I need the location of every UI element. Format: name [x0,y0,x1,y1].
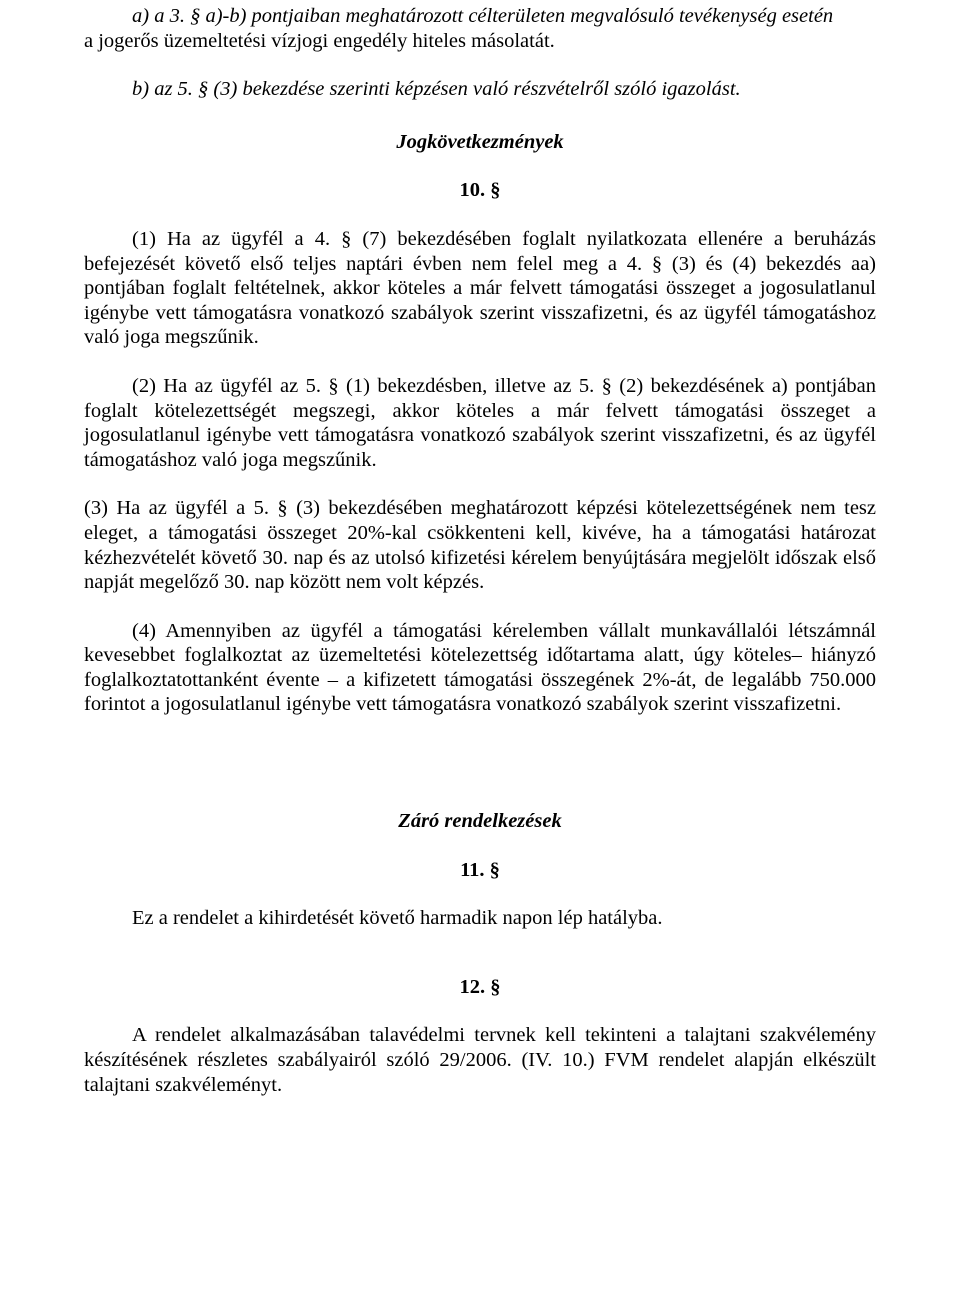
spacer [84,955,876,975]
paragraph-10-2: (2) Ha az ügyfél az 5. § (1) bekezdésben… [84,374,876,472]
text-line: a jogerős üzemeltetési vízjogi engedély … [84,29,876,54]
paragraph-10-1: (1) Ha az ügyfél a 4. § (7) bekezdésében… [84,227,876,350]
section-number-11: 11. § [84,858,876,883]
section-number-10: 10. § [84,178,876,203]
paragraph-10-3: (3) Ha az ügyfél a 5. § (3) bekezdésében… [84,496,876,594]
paragraph-12: A rendelet alkalmazásában talavédelmi te… [84,1023,876,1097]
text-italic: b) az 5. § (3) bekezdése szerinti képzés… [132,78,741,100]
paragraph-b: b) az 5. § (3) bekezdése szerinti képzés… [84,77,876,102]
heading-jogkovetkezmenyek: Jogkövetkezmények [84,130,876,155]
paragraph-11: Ez a rendelet a kihirdetését követő harm… [84,906,876,931]
heading-zaro-rendelkezesek: Záró rendelkezések [84,809,876,834]
text-italic: a) a 3. § a)-b) pontjaiban meghatározott… [132,5,833,27]
paragraph-a-b: a) a 3. § a)-b) pontjaiban meghatározott… [84,4,876,53]
spacer [84,741,876,781]
section-number-12: 12. § [84,975,876,1000]
paragraph-10-4: (4) Amennyiben az ügyfél a támogatási ké… [84,619,876,717]
